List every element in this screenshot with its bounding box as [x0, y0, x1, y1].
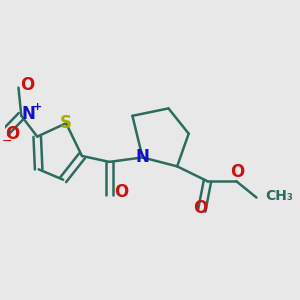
Text: O: O: [231, 163, 245, 181]
Text: O: O: [20, 76, 34, 94]
Text: N: N: [22, 105, 35, 123]
Text: O: O: [193, 199, 207, 217]
Text: O: O: [114, 183, 128, 201]
Text: O: O: [6, 125, 20, 143]
Text: −: −: [2, 135, 12, 148]
Text: +: +: [33, 102, 42, 112]
Text: N: N: [136, 148, 149, 166]
Text: CH₃: CH₃: [265, 189, 293, 203]
Text: S: S: [60, 114, 72, 132]
